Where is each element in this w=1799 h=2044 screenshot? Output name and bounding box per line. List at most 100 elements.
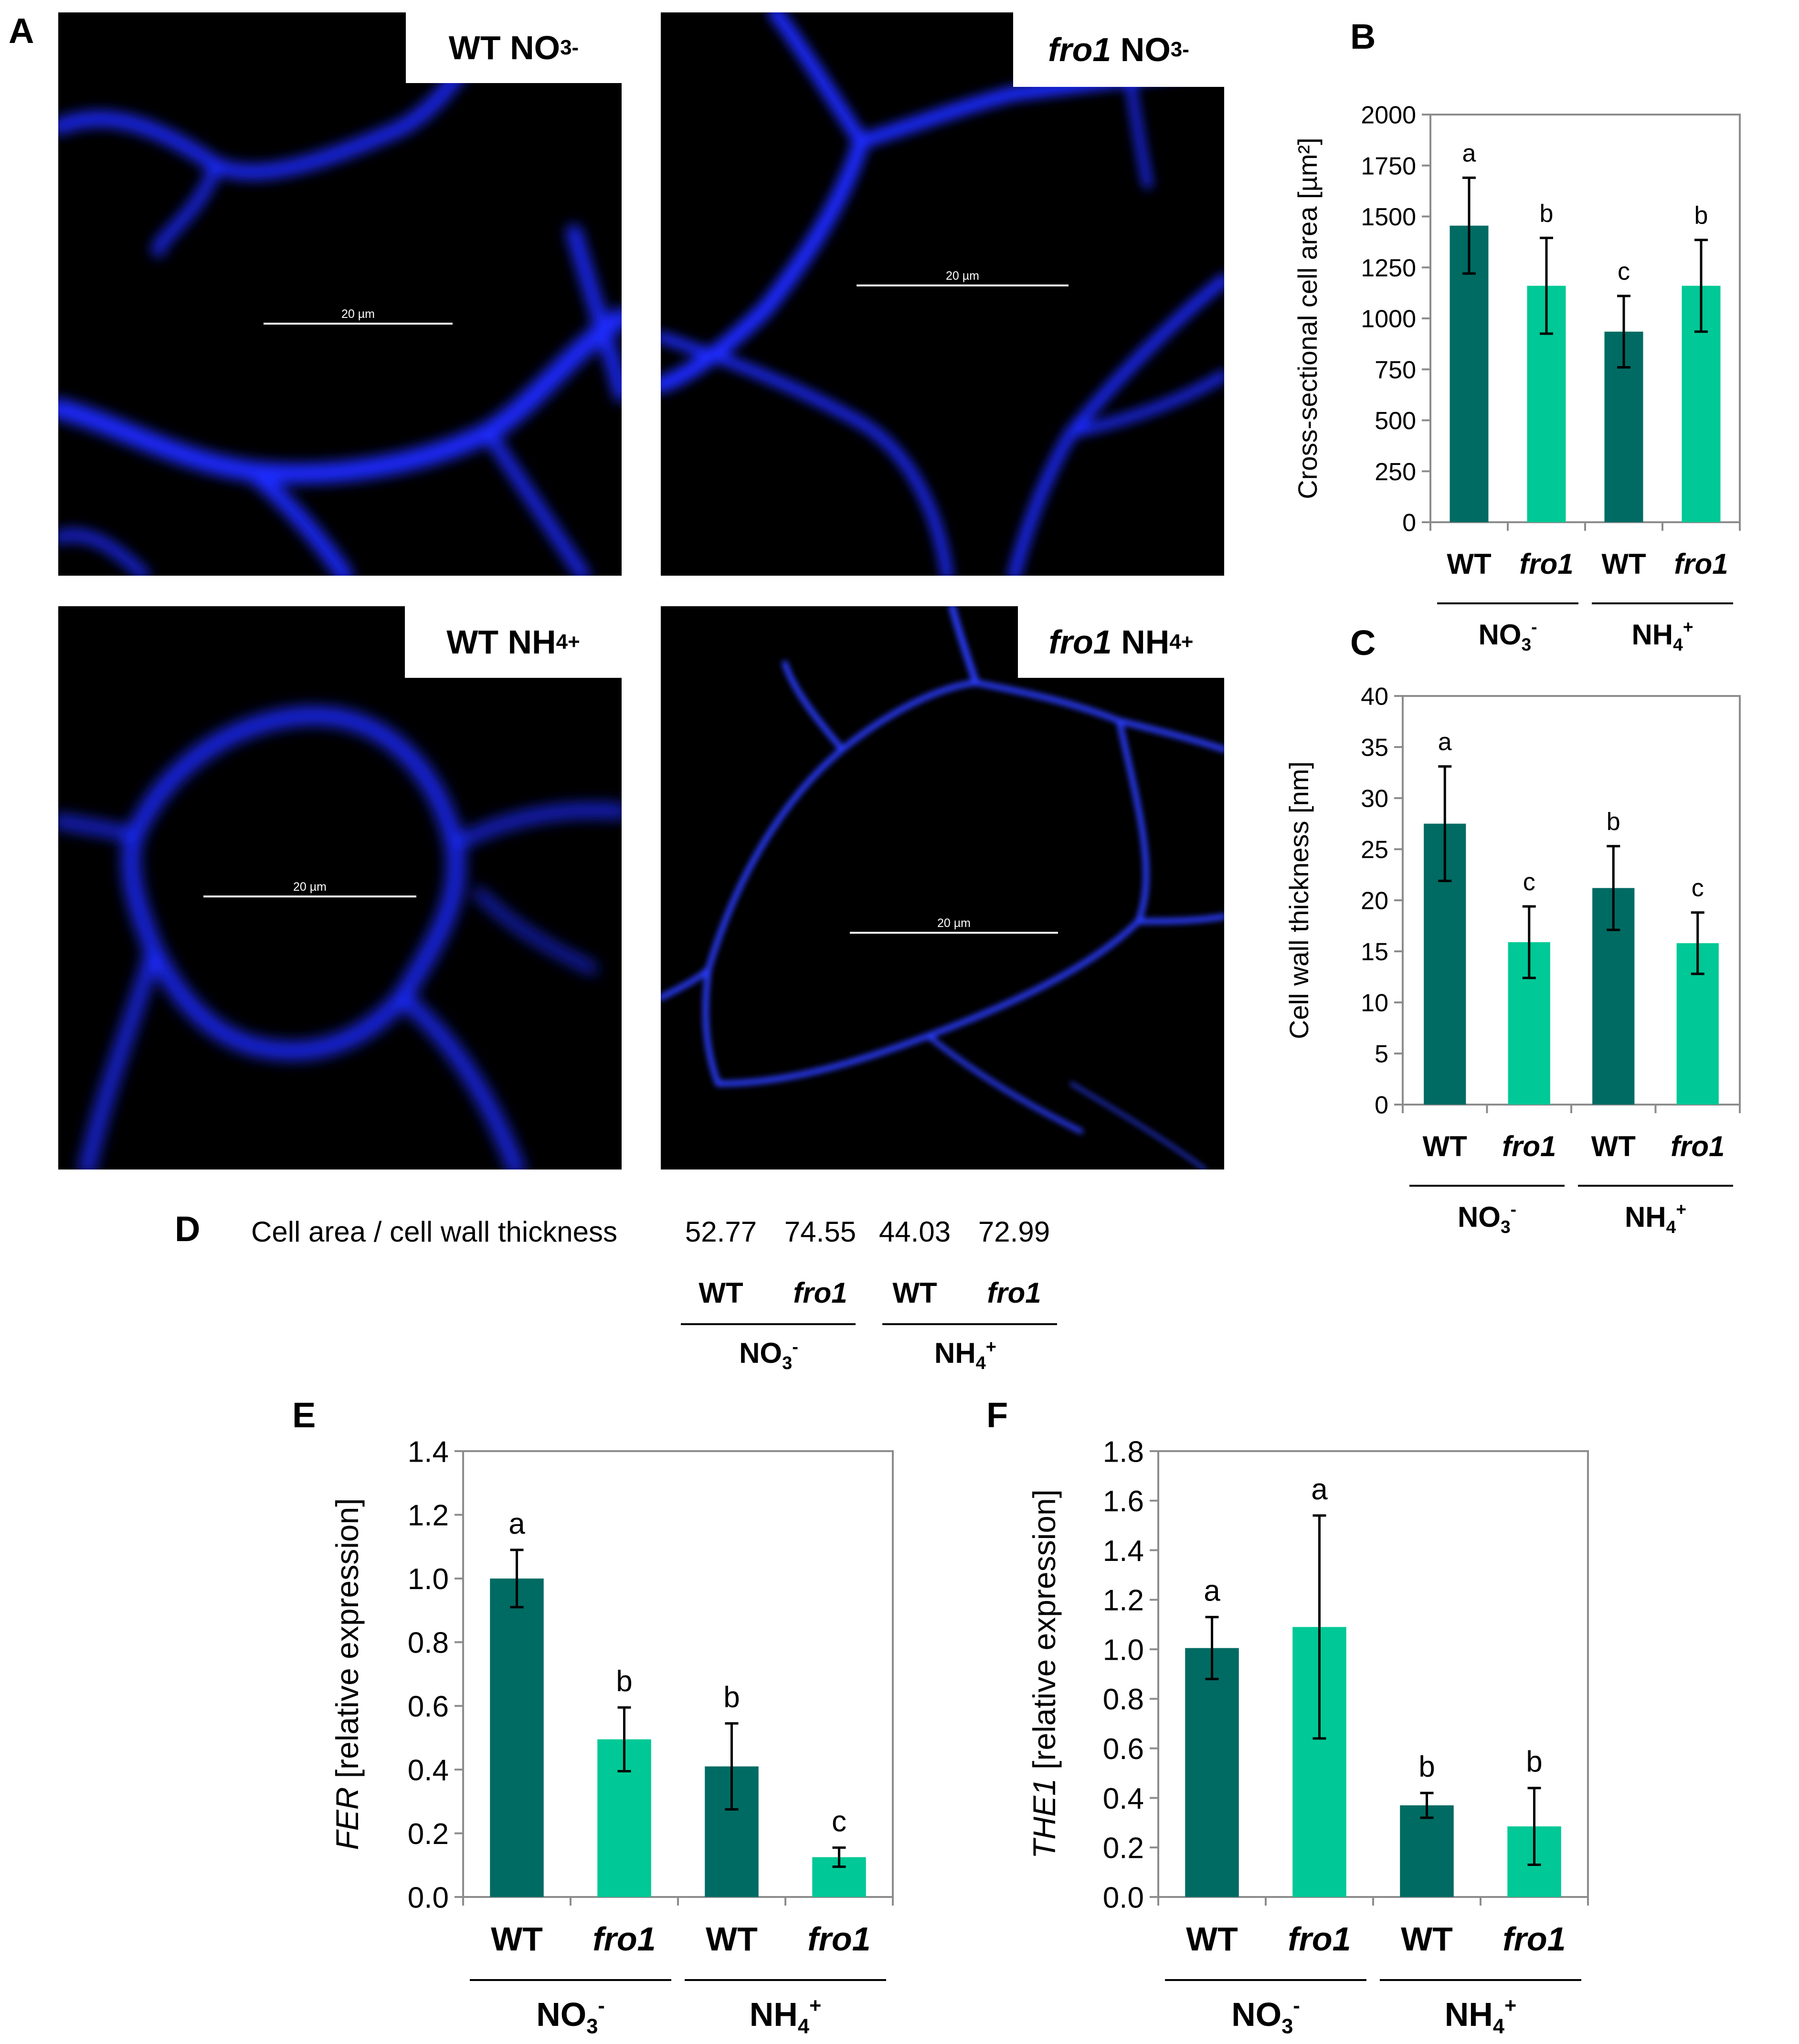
y-tick-label: 1.6	[1103, 1485, 1144, 1518]
category-label: WT	[1186, 1920, 1238, 1958]
ion-subscript: 4	[556, 630, 568, 653]
category-label: fro1	[593, 1920, 656, 1958]
group-label: NH4+	[1445, 1994, 1517, 2038]
bar	[1400, 1805, 1454, 1897]
y-tick-label: 1.2	[1103, 1584, 1144, 1617]
y-tick-label: 0.4	[408, 1754, 449, 1787]
micrograph-label: WT NH 4 +	[405, 606, 622, 678]
micrograph-fro1-ammonium: fro1 NH 4 + 20 µm	[661, 606, 1224, 1170]
category-label: fro1	[1503, 1920, 1566, 1958]
ratio-category-fro1: fro1	[987, 1277, 1041, 1309]
panel-label-e: E	[292, 1395, 316, 1435]
y-tick-label: 1.8	[1103, 1435, 1144, 1468]
micrograph-fro1-nitrate: fro1 NO 3- 20 µm	[661, 12, 1224, 576]
significance-letter: b	[1418, 1750, 1435, 1783]
group-label: NH4+	[1631, 617, 1693, 654]
y-tick-label: 500	[1375, 407, 1416, 435]
panel-label-d: D	[175, 1209, 201, 1249]
ratio-category-wt: WT	[892, 1277, 937, 1309]
ion-subscript: 3	[560, 36, 572, 59]
significance-letter: a	[1311, 1473, 1328, 1506]
ion-label: NH	[934, 1337, 976, 1369]
y-tick-label: 35	[1361, 734, 1388, 762]
y-tick-label: 1.2	[408, 1499, 449, 1532]
ion-label: NH	[508, 623, 556, 661]
ion-superscript: -	[571, 36, 579, 59]
bar-chart-c: 0 5 10 15 20 25 30 35 40 a WT c fro1 b WT c fro1 NO3- NH4+…	[1284, 683, 1741, 1237]
ion-subscript: 3	[782, 1353, 793, 1373]
micrograph-wt-nitrate: WT NO 3- 20 µm	[58, 12, 622, 576]
y-axis-title: Cell wall thickness [nm]	[1284, 761, 1314, 1039]
category-label: fro1	[1288, 1920, 1351, 1958]
scale-bar	[264, 323, 453, 325]
y-axis-title: FER [relative expression]	[329, 1498, 365, 1850]
category-label: fro1	[807, 1920, 870, 1958]
y-tick-label: 1.0	[1103, 1633, 1144, 1666]
group-label: NO3-	[1231, 1994, 1300, 2038]
genotype-label: fro1	[1048, 31, 1111, 68]
y-tick-label: 0.8	[1103, 1683, 1144, 1716]
bar	[1450, 225, 1489, 523]
ratio-value-fro1-nitrate: 74.55	[784, 1216, 857, 1248]
bar	[490, 1578, 544, 1897]
category-label: fro1	[1519, 548, 1573, 580]
category-label: WT	[1401, 1920, 1453, 1958]
scale-bar-label: 20 µm	[293, 880, 327, 894]
ion-superscript: -	[1182, 38, 1189, 61]
micrograph-label: fro1 NO 3-	[1013, 12, 1224, 87]
panel-label-c: C	[1350, 623, 1376, 663]
ion-label: NO	[739, 1337, 783, 1369]
significance-letter: b	[1526, 1746, 1542, 1779]
ion-superscript: +	[1181, 630, 1194, 653]
y-tick-label: 2000	[1361, 102, 1416, 129]
ion-subscript: 4	[1169, 630, 1181, 653]
micrograph-label: fro1 NH 4 +	[1018, 606, 1224, 678]
ratio-group-nitrate: NO3-	[739, 1337, 798, 1374]
micrograph-wt-ammonium: WT NH 4 + 20 µm	[58, 606, 622, 1170]
cell-wall-image	[58, 707, 622, 1170]
y-tick-label: 1000	[1361, 306, 1416, 333]
category-label: fro1	[1502, 1130, 1556, 1162]
category-label: WT	[1601, 548, 1646, 580]
y-axis-title: Cross-sectional cell area [µm²]	[1292, 137, 1323, 499]
scale-bar-label: 20 µm	[937, 917, 971, 930]
category-label: WT	[1423, 1130, 1467, 1162]
ion-label: NH	[1121, 623, 1170, 661]
y-tick-label: 0.6	[1103, 1733, 1144, 1766]
y-tick-label: 15	[1361, 938, 1388, 966]
y-tick-label: 0.6	[408, 1690, 449, 1723]
cell-wall-image	[661, 606, 1224, 1170]
y-tick-label: 25	[1361, 836, 1388, 864]
y-tick-label: 0	[1375, 1092, 1388, 1119]
genotype-label: WT	[446, 623, 499, 661]
group-bracket-line	[882, 1323, 1057, 1325]
y-tick-label: 750	[1375, 356, 1416, 384]
ion-subscript: 4	[975, 1353, 986, 1373]
genotype-label: WT	[448, 29, 501, 66]
y-tick-label: 30	[1361, 785, 1388, 813]
ratio-category-wt: WT	[698, 1277, 743, 1309]
y-axis-title: THE1 [relative expression]	[1026, 1489, 1062, 1859]
y-tick-label: 0.0	[408, 1881, 449, 1914]
bar-chart-e: 0.0 0.2 0.4 0.6 0.8 1.0 1.2 1.4 a WT b fro1 b WT c fro1…	[329, 1435, 894, 2038]
significance-letter: a	[508, 1507, 525, 1540]
y-tick-label: 0.4	[1103, 1782, 1144, 1815]
y-tick-label: 0.2	[1103, 1832, 1144, 1865]
cell-wall-image	[661, 12, 1224, 576]
ratio-category-fro1: fro1	[793, 1277, 847, 1309]
y-tick-label: 1.4	[1103, 1535, 1144, 1568]
micrograph-label: WT NO 3-	[406, 12, 622, 83]
scale-bar	[857, 284, 1069, 286]
significance-letter: c	[1692, 874, 1704, 902]
category-label: WT	[491, 1920, 543, 1958]
ion-label: NO	[510, 29, 561, 66]
y-tick-label: 1.4	[408, 1435, 449, 1468]
panel-label-a: A	[9, 11, 34, 51]
ratio-value-wt-nitrate: 52.77	[685, 1216, 757, 1248]
y-tick-label: 0	[1402, 509, 1416, 537]
significance-letter: c	[1618, 258, 1630, 285]
y-tick-label: 10	[1361, 990, 1388, 1017]
category-label: fro1	[1674, 548, 1728, 580]
significance-letter: b	[1694, 202, 1708, 230]
group-label: NO3-	[536, 1994, 605, 2038]
